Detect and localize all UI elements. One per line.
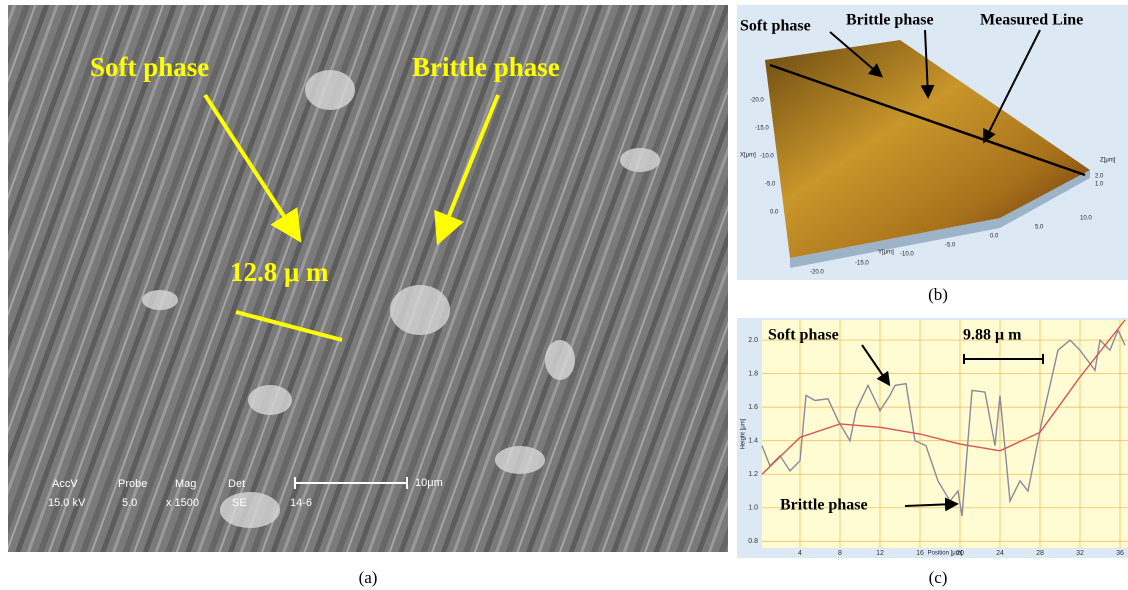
x-tick-label: 12 (876, 550, 884, 557)
axis-label: Z[μm] (1100, 158, 1116, 164)
afm-tick-label: -20.0 (810, 270, 824, 276)
panel-c: 0.8 1.0 1.2 1.4 1.6 1.8 2.0 4 8 12 16 20 24 28 32 36 Pos… (737, 318, 1128, 587)
y-tick-label: 1.0 (748, 505, 758, 512)
label: Soft phase (768, 327, 839, 344)
label: Soft phase (740, 18, 811, 35)
label: Soft phase (90, 52, 209, 82)
panel-b: Soft phase Brittle phase Measured Line X… (737, 5, 1128, 304)
arrow (920, 29, 935, 99)
label: Brittle phase (780, 497, 868, 514)
afm-tick-label: -5.0 (945, 243, 956, 249)
y-tick-label: 1.8 (748, 370, 758, 377)
x-tick-label: 4 (798, 550, 802, 557)
arrow (861, 344, 891, 387)
caption: (c) (929, 568, 948, 587)
sem-image (8, 5, 728, 552)
panel-a: Soft phase Brittle phase 12.8 μ m AccV P… (8, 5, 728, 587)
afm-tick-label: 0.0 (770, 210, 779, 216)
arrow (203, 93, 302, 243)
label: 12.8 μ m (230, 257, 329, 287)
measured-line (769, 63, 1086, 177)
databar-value: 5.0 (122, 497, 137, 509)
afm-tick-label: 10.0 (1080, 216, 1092, 222)
afm-base (790, 170, 1090, 268)
plot-area (762, 320, 1128, 548)
x-tick-label: 20 (956, 550, 964, 557)
caption: (b) (928, 285, 948, 304)
x-tick-label: 24 (996, 550, 1004, 557)
chart: 0.8 1.0 1.2 1.4 1.6 1.8 2.0 4 8 12 16 20 24 28 32 36 Pos… (741, 319, 1128, 557)
arrow (904, 497, 959, 512)
afm-tick-label: -10.0 (900, 252, 914, 258)
y-tick-label: 0.8 (748, 538, 758, 545)
label: Measured Line (980, 12, 1083, 29)
arrow (983, 29, 1041, 144)
label: Brittle phase (846, 12, 934, 29)
afm-surface (765, 40, 1090, 258)
databar-value: 15.0 kV (48, 497, 86, 509)
label: Brittle phase (412, 52, 560, 82)
databar-header: Det (228, 478, 245, 490)
y-axis-label: Height [μm] (741, 418, 747, 449)
afm-tick-label: -5.0 (765, 182, 776, 188)
arrow (829, 31, 884, 78)
afm-tick-label: 0.0 (990, 234, 999, 240)
databar-header: Probe (118, 478, 147, 490)
afm-tick-label: 5.0 (1035, 225, 1044, 231)
y-tick-label: 1.4 (748, 438, 758, 445)
axis-label: X[μm] (740, 153, 756, 159)
y-tick-label: 2.0 (748, 337, 758, 344)
x-tick-label: 28 (1036, 550, 1044, 557)
x-tick-label: 8 (838, 550, 842, 557)
y-tick-label: 1.2 (748, 471, 758, 478)
x-tick-label: 36 (1116, 550, 1124, 557)
afm-tick-label: 1.0 (1095, 182, 1104, 188)
afm-tick-label: -15.0 (855, 261, 869, 267)
label: 9.88 μ m (963, 327, 1022, 344)
arrow (434, 94, 500, 246)
axis-label: Y[μm] (878, 250, 894, 256)
profile-line (761, 328, 1126, 517)
y-tick-label: 1.6 (748, 404, 758, 411)
x-tick-label: 32 (1076, 550, 1084, 557)
caption: (a) (359, 568, 378, 587)
databar-value: 14-6 (290, 497, 312, 509)
afm-tick-label: 2.0 (1095, 174, 1104, 180)
measure-line (235, 310, 343, 342)
scale-bar (294, 477, 408, 489)
databar-header: AccV (52, 478, 78, 490)
x-tick-label: 16 (916, 550, 924, 557)
scale-label: 10μm (415, 477, 443, 489)
profile-line (761, 319, 1126, 475)
x-axis-label: Position [μm] (928, 551, 963, 557)
measure-bar (963, 354, 1044, 364)
afm-tick-label: -15.0 (755, 126, 769, 132)
databar-value: x 1500 (166, 497, 199, 509)
sem-features (142, 70, 660, 528)
afm-tick-label: -10.0 (760, 154, 774, 160)
databar-value: SE (232, 497, 247, 509)
afm-axes: X[μm] Y[μm] Z[μm] -20.0 -15.0 -10.0 -5.0 0.0… (740, 98, 1116, 276)
databar: AccV Probe Mag Det 15.0 kV 5.0 x 1500 SE… (48, 477, 443, 509)
databar-header: Mag (175, 478, 196, 490)
afm-tick-label: -20.0 (750, 98, 764, 104)
